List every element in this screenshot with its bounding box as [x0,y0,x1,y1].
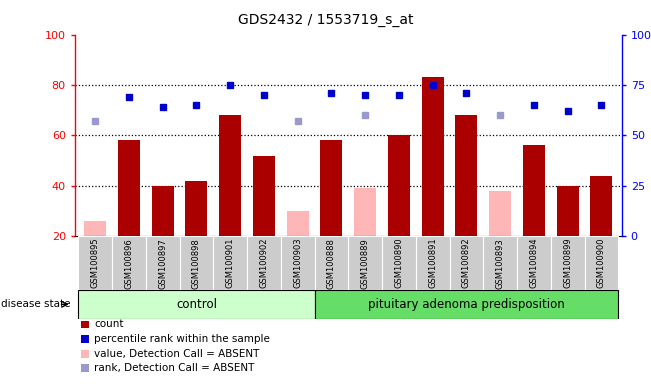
Text: GSM100903: GSM100903 [293,238,302,288]
Bar [186,181,208,236]
Text: GSM100902: GSM100902 [259,238,268,288]
Bar [422,78,443,236]
Text: GSM100901: GSM100901 [226,238,234,288]
Bar [416,236,450,290]
Bar [253,156,275,236]
Bar [281,236,314,290]
Bar [320,141,342,236]
Text: GSM100897: GSM100897 [158,238,167,288]
Bar [152,186,174,236]
Text: GDS2432 / 1553719_s_at: GDS2432 / 1553719_s_at [238,13,413,27]
Bar [286,211,309,236]
Text: percentile rank within the sample: percentile rank within the sample [94,334,270,344]
Bar [517,236,551,290]
Text: GSM100898: GSM100898 [192,238,201,288]
Bar [456,115,477,236]
Bar [118,141,140,236]
Bar [585,236,618,290]
Bar [489,191,511,236]
Bar [382,236,416,290]
Text: GSM100899: GSM100899 [563,238,572,288]
Text: GSM100889: GSM100889 [361,238,370,288]
Bar [450,236,483,290]
Bar [314,236,348,290]
Text: GSM100894: GSM100894 [529,238,538,288]
Bar [78,236,112,290]
Bar [78,290,314,319]
Bar [146,236,180,290]
Bar [590,176,613,236]
Text: count: count [94,319,124,329]
Text: rank, Detection Call = ABSENT: rank, Detection Call = ABSENT [94,363,255,373]
Bar [84,221,106,236]
Bar [219,115,241,236]
Text: GSM100891: GSM100891 [428,238,437,288]
Bar [551,236,585,290]
Bar [557,186,579,236]
Bar [523,146,545,236]
Bar [180,236,214,290]
Text: GSM100892: GSM100892 [462,238,471,288]
Bar [214,236,247,290]
Text: GSM100895: GSM100895 [90,238,100,288]
Bar [314,290,618,319]
Bar [247,236,281,290]
Text: control: control [176,298,217,311]
Text: GSM100893: GSM100893 [495,238,505,288]
Bar [354,188,376,236]
Text: GSM100896: GSM100896 [124,238,133,288]
Text: GSM100890: GSM100890 [395,238,404,288]
Text: disease state: disease state [1,299,71,310]
Text: pituitary adenoma predisposition: pituitary adenoma predisposition [368,298,565,311]
Bar [112,236,146,290]
Text: GSM100900: GSM100900 [597,238,606,288]
Text: value, Detection Call = ABSENT: value, Detection Call = ABSENT [94,349,260,359]
Text: GSM100888: GSM100888 [327,238,336,289]
Bar [483,236,517,290]
Bar [388,136,410,236]
Bar [348,236,382,290]
